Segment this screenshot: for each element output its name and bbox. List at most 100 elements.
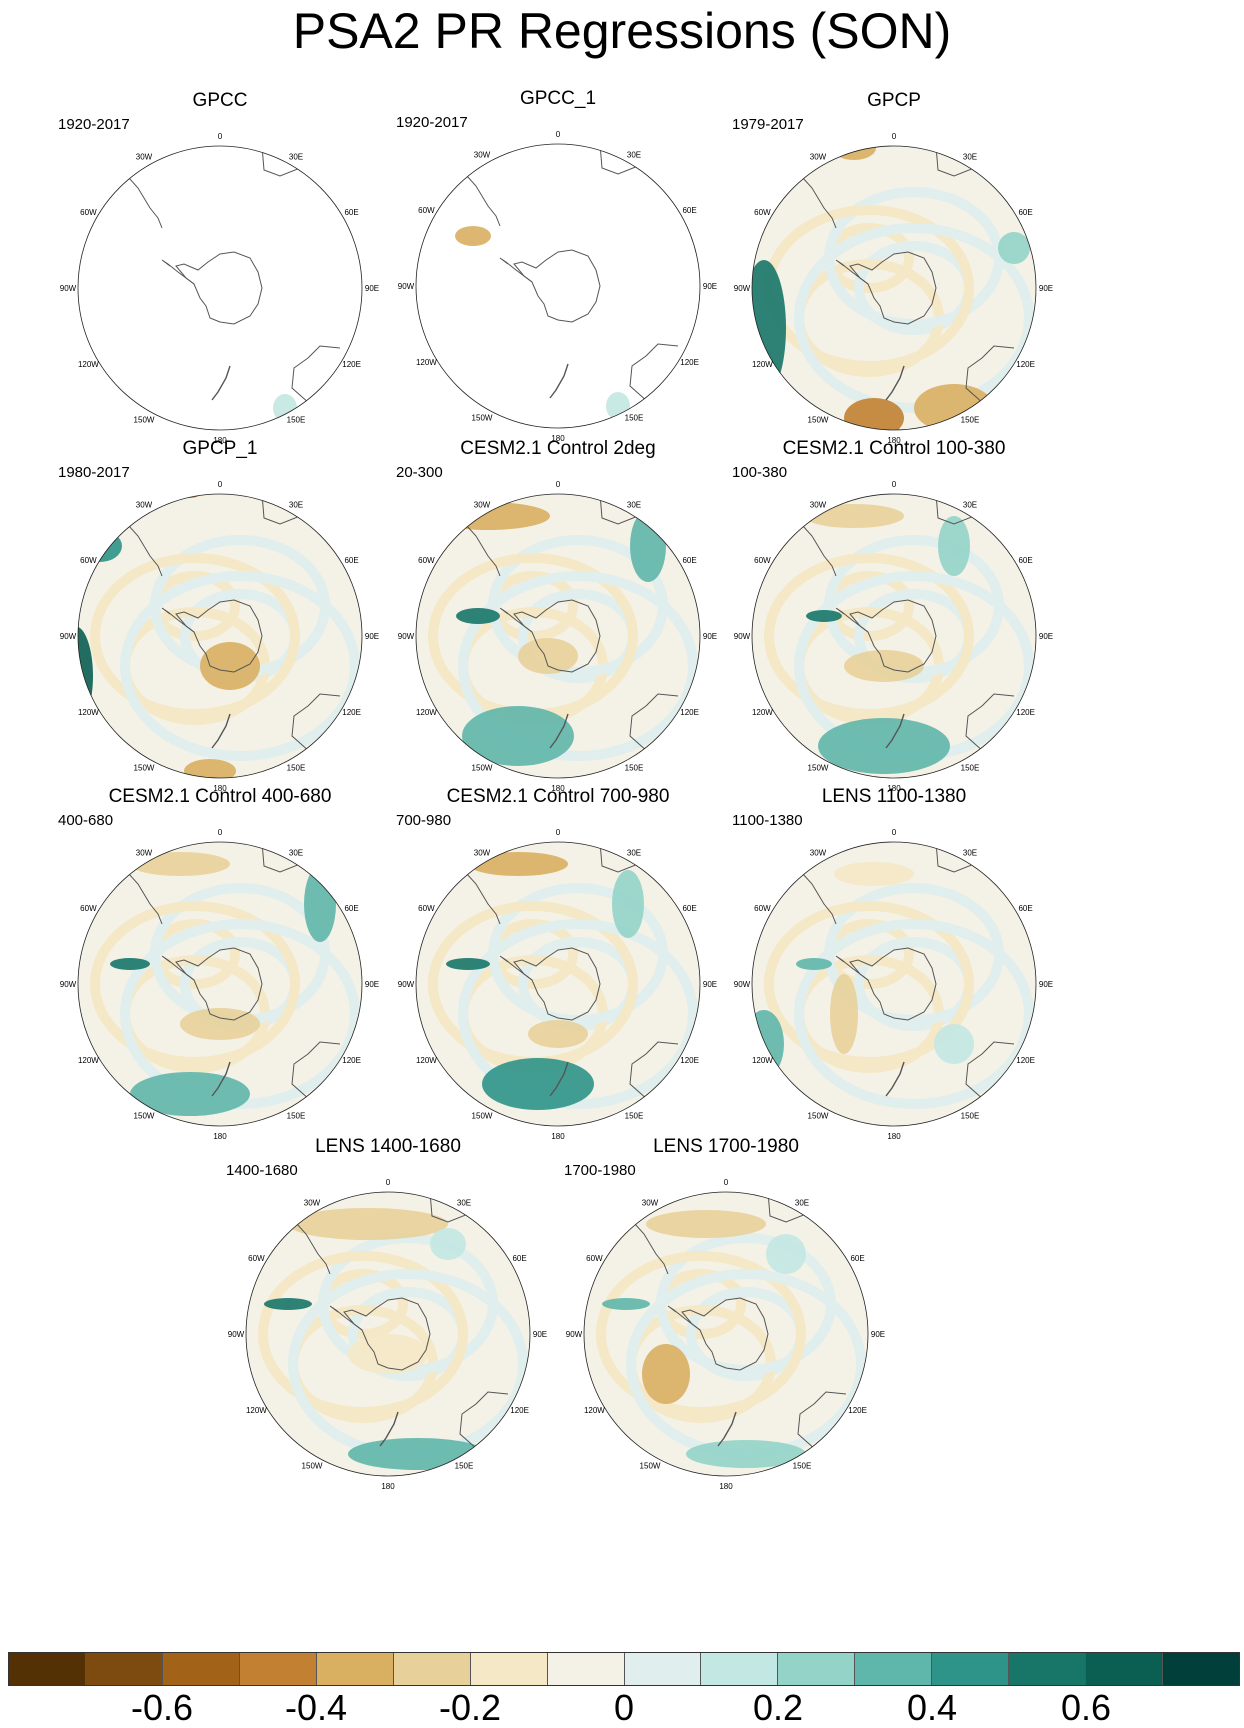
longitude-label: 30W xyxy=(810,500,827,509)
colorbar-tick-label: -0.6 xyxy=(130,1687,194,1728)
longitude-label: 60E xyxy=(850,1254,864,1263)
south-america-outline xyxy=(793,167,837,229)
longitude-label: 30E xyxy=(289,500,303,509)
map-background xyxy=(416,144,700,428)
longitude-label: 120W xyxy=(416,358,437,367)
colorbar-cell xyxy=(701,1653,779,1685)
map-boundary xyxy=(415,841,701,1127)
polar-map: 0 30E 60E 90E 120E 150E 180 150W 120W 90W 60W 30W xyxy=(734,828,1053,1141)
panel-title: GPCC_1 xyxy=(519,88,597,109)
longitude-label: 120E xyxy=(342,1056,361,1065)
polar-map: 0 30E 60E 90E 120E 150E 180 150W 120W 90W 60W 30W xyxy=(734,480,1053,793)
longitude-label: 150W xyxy=(808,416,829,425)
longitude-label: 0 xyxy=(218,480,223,489)
peninsula-outline xyxy=(161,259,195,285)
panel-title: LENS 1100-1380 xyxy=(821,786,967,807)
colorbar-cell xyxy=(239,1653,317,1685)
anomaly-region xyxy=(518,638,578,674)
longitude-label: 0 xyxy=(386,1178,391,1187)
panel-title: CESM2.1 Control 2deg xyxy=(460,438,656,459)
longitude-label: 150W xyxy=(640,1462,661,1471)
longitude-label: 180 xyxy=(213,1132,227,1141)
longitude-label: 30W xyxy=(474,848,491,857)
south-america-outline xyxy=(457,165,501,227)
peninsula-outline xyxy=(667,1305,701,1331)
longitude-label: 30W xyxy=(642,1198,659,1207)
longitude-label: 0 xyxy=(218,132,223,141)
map-panel: 0 30E 60E 90E 120E 150E 180 150W 120W 90W 60W 30W GP… xyxy=(40,90,400,470)
contour-band xyxy=(458,571,698,761)
longitude-label: 90W xyxy=(398,282,415,291)
contour-band xyxy=(764,553,974,719)
longitude-label: 150E xyxy=(625,764,644,773)
longitude-label: 180 xyxy=(887,436,901,445)
peninsula-outline xyxy=(499,607,533,633)
longitude-label: 60W xyxy=(754,904,771,913)
anomaly-region xyxy=(446,958,490,970)
new-zealand-outline xyxy=(379,1411,399,1447)
longitude-label: 30E xyxy=(963,152,977,161)
anomaly-region xyxy=(998,232,1030,264)
longitude-label: 30E xyxy=(795,1198,809,1207)
longitude-label: 60W xyxy=(418,904,435,913)
panel-period: 100-380 xyxy=(732,464,788,481)
longitude-label: 90W xyxy=(566,1330,583,1339)
panel-period: 1400-1680 xyxy=(226,1162,298,1179)
anomaly-region xyxy=(110,958,150,970)
antarctica-outline xyxy=(849,947,937,1021)
anomaly-region xyxy=(934,1024,974,1064)
anomaly-region xyxy=(462,706,574,766)
polar-map: 0 30E 60E 90E 120E 150E 180 150W 120W 90W 60W 30W xyxy=(60,828,379,1141)
longitude-label: 90E xyxy=(1039,632,1053,641)
longitude-label: 150E xyxy=(287,1112,306,1121)
longitude-label: 120W xyxy=(416,1056,437,1065)
peninsula-outline xyxy=(835,259,869,285)
longitude-label: 90W xyxy=(734,632,751,641)
anomaly-region xyxy=(130,1072,250,1116)
longitude-label: 30E xyxy=(457,1198,471,1207)
longitude-label: 90E xyxy=(365,980,379,989)
longitude-label: 60W xyxy=(80,208,97,217)
longitude-label: 0 xyxy=(556,130,561,139)
colorbar-tick-label: -0.4 xyxy=(284,1687,348,1728)
anomaly-region xyxy=(180,1008,260,1040)
panel-title: GPCP_1 xyxy=(182,438,258,459)
panel-title: GPCC xyxy=(192,90,248,111)
longitude-label: 150W xyxy=(808,1112,829,1121)
longitude-label: 180 xyxy=(213,784,227,793)
new-zealand-outline xyxy=(211,365,231,401)
colorbar-tick-label: 0 xyxy=(613,1687,635,1728)
polar-map: 0 30E 60E 90E 120E 150E 180 150W 120W 90W 60W 30W xyxy=(60,480,379,793)
longitude-label: 60E xyxy=(512,1254,526,1263)
polar-map: 0 30E 60E 90E 120E 150E 180 150W 120W 90W 60W 30W xyxy=(398,828,717,1141)
map-boundary xyxy=(245,1191,531,1477)
longitude-label: 150W xyxy=(302,1462,323,1471)
antarctica-outline xyxy=(343,1297,431,1371)
longitude-label: 30E xyxy=(627,500,641,509)
contour-band xyxy=(258,1251,468,1417)
longitude-label: 150W xyxy=(472,414,493,423)
longitude-label: 120E xyxy=(680,708,699,717)
panel-period: 1920-2017 xyxy=(396,114,468,131)
anomaly-region xyxy=(752,260,786,396)
longitude-label: 30E xyxy=(963,500,977,509)
antarctica-outline xyxy=(513,599,601,673)
longitude-label: 90W xyxy=(398,980,415,989)
colorbar-cell xyxy=(393,1653,471,1685)
longitude-label: 30W xyxy=(136,500,153,509)
colorbar-tick-label: 0.4 xyxy=(906,1687,958,1728)
longitude-label: 120E xyxy=(1016,360,1035,369)
contour-band xyxy=(794,919,1034,1109)
south-america-outline xyxy=(287,1213,331,1275)
longitude-label: 120W xyxy=(584,1406,605,1415)
longitude-label: 90E xyxy=(703,980,717,989)
longitude-label: 180 xyxy=(551,1132,565,1141)
longitude-label: 150E xyxy=(625,1112,644,1121)
longitude-label: 90E xyxy=(703,282,717,291)
colorbar-cell xyxy=(1086,1653,1164,1685)
longitude-label: 150W xyxy=(472,764,493,773)
anomaly-region xyxy=(416,144,440,209)
map-panel: 0 30E 60E 90E 120E 150E 180 150W 120W 90W 60W 30W GP… xyxy=(378,88,738,468)
panel-period: 20-300 xyxy=(396,464,443,481)
longitude-label: 90E xyxy=(365,632,379,641)
